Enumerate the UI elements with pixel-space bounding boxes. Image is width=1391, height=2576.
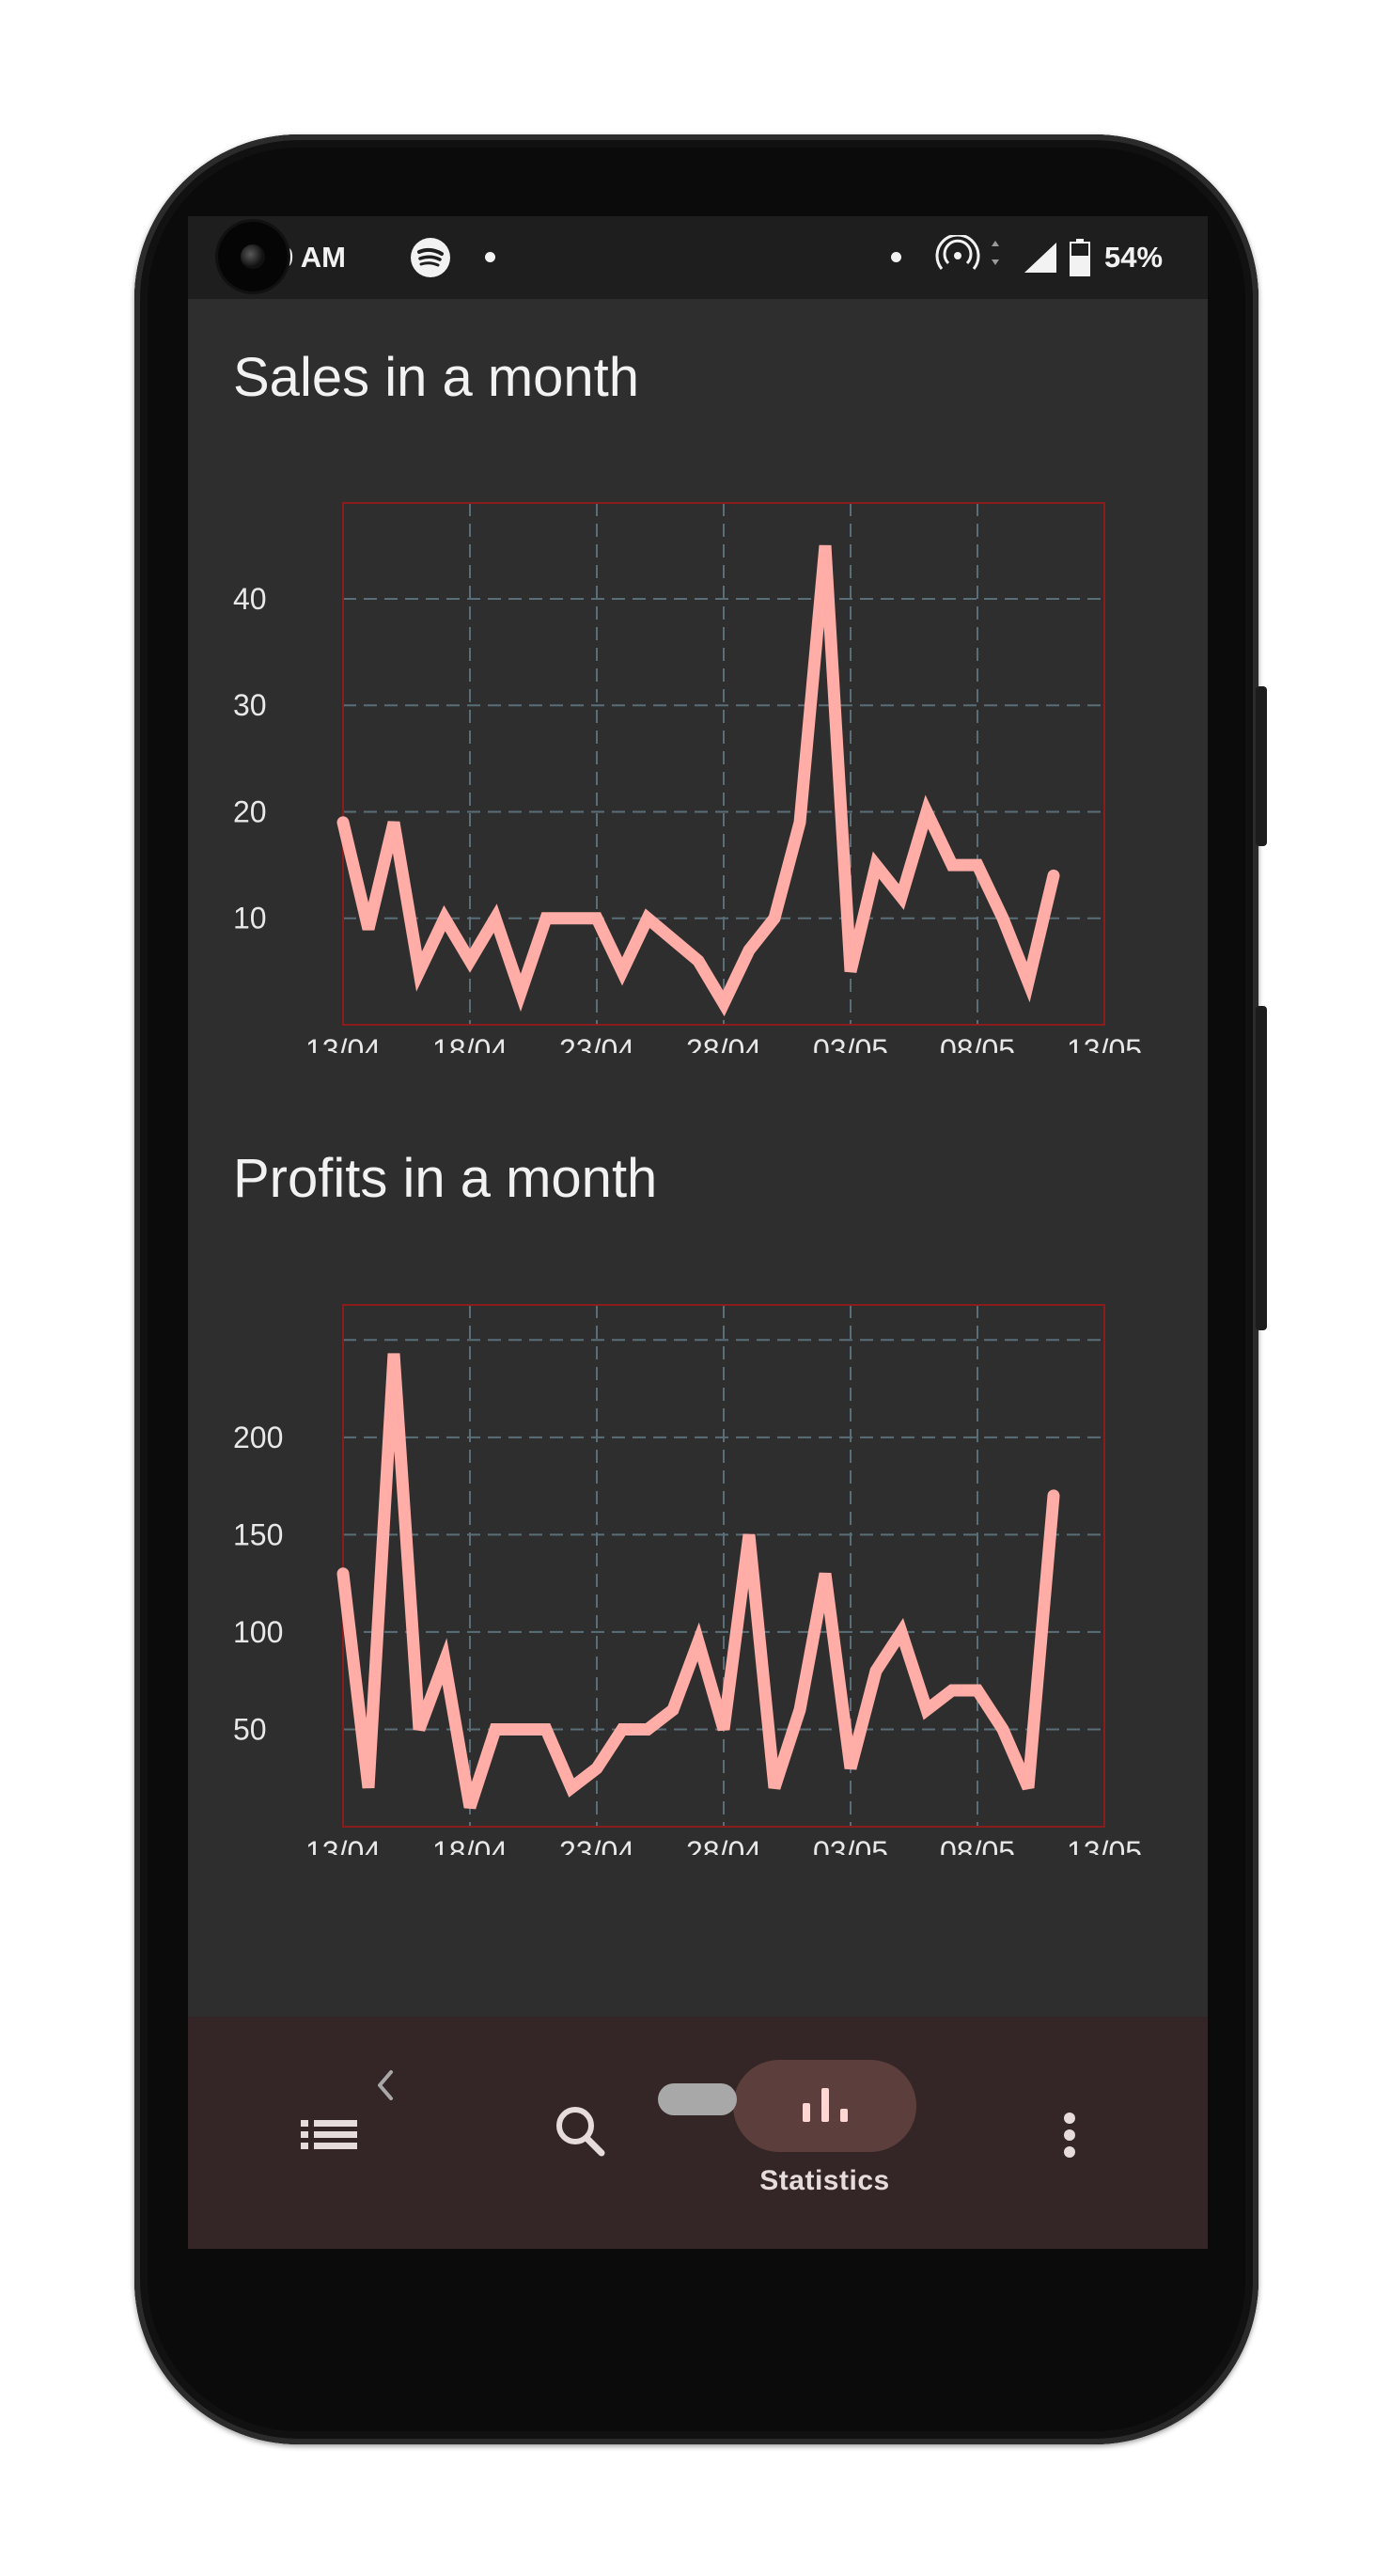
x-tick-label: 28/04 [686,1835,761,1855]
y-tick-label: 100 [233,1615,283,1649]
profits-title: Profits in a month [233,1148,658,1209]
nav-statistics-button[interactable]: Statistics [733,2017,921,2249]
nav-statistics-indicator [733,2060,916,2152]
series-line [336,1353,1060,1810]
notification-dot-icon [891,252,901,262]
profits-chart: 50 100 150 200 13/04 18/04 23/04 28/04 03/05 08/0… [188,1253,1208,1855]
status-bar: 9 AM 54% [188,216,1208,299]
spotify-icon [411,238,450,277]
x-tick-label: 13/04 [305,1835,381,1855]
notification-dot-icon [485,252,495,262]
plot-frame [342,502,1105,1026]
search-icon [556,2107,605,2157]
series-line [336,544,1060,1017]
x-tick-label: 28/04 [686,1033,761,1053]
power-button [1256,686,1267,846]
x-tick-label: 23/04 [559,1033,634,1053]
status-time: 9 AM [277,241,346,274]
nav-more-button[interactable] [1013,2017,1126,2249]
profits-chart-svg: 50 100 150 200 13/04 18/04 23/04 28/04 03/05 08/0… [233,1304,1142,1855]
x-tick-label: 18/04 [432,1033,508,1053]
more-vert-icon [1064,2113,1075,2158]
plot-frame [342,1304,1105,1828]
battery-percent: 54% [1104,241,1164,274]
x-tick-label: 13/05 [1067,1835,1142,1855]
volume-button [1256,1006,1267,1330]
list-icon [301,2120,357,2149]
nav-list-button[interactable] [271,2017,383,2249]
sales-chart: 10 20 30 40 13/04 18/04 23/04 28/04 03/05 08/05 13… [188,451,1208,1053]
screen: 9 AM 54% Sales in a month 10 20 30 40 13/ [188,216,1208,2249]
y-tick-label: 20 [233,794,267,828]
x-tick-label: 13/05 [1067,1033,1142,1053]
back-icon[interactable] [374,2068,397,2102]
battery-icon [1070,239,1090,276]
y-tick-label: 10 [233,902,267,935]
signal-icon [1024,243,1056,273]
y-tick-label: 200 [233,1421,283,1454]
nav-search-button[interactable] [526,2017,639,2249]
hotspot-icon [935,235,999,270]
nav-statistics-label: Statistics [759,2165,890,2196]
bar-chart-icon [803,2088,848,2122]
sales-title: Sales in a month [233,347,640,408]
sales-chart-svg: 10 20 30 40 13/04 18/04 23/04 28/04 03/05 08/05 13… [233,502,1142,1053]
y-tick-label: 150 [233,1517,283,1551]
x-tick-label: 08/05 [940,1033,1015,1053]
y-tick-label: 50 [233,1712,267,1746]
front-camera [218,222,288,291]
y-tick-label: 40 [233,582,267,616]
x-tick-label: 03/05 [813,1033,888,1053]
home-pill-icon[interactable] [658,2083,737,2115]
y-tick-label: 30 [233,688,267,722]
x-tick-label: 13/04 [305,1033,381,1053]
x-tick-label: 08/05 [940,1835,1015,1855]
bottom-navigation: Statistics [188,2017,1208,2249]
x-tick-label: 03/05 [813,1835,888,1855]
x-tick-label: 18/04 [432,1835,508,1855]
x-tick-label: 23/04 [559,1835,634,1855]
